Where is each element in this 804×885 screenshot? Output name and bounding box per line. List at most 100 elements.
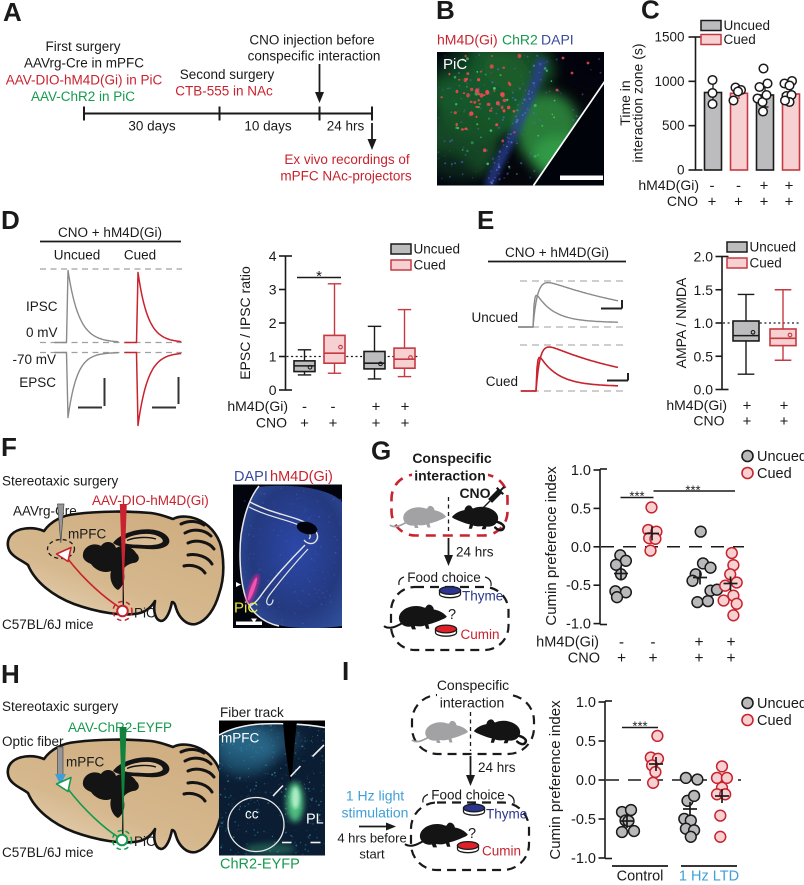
svg-text:interaction zone (s): interaction zone (s) [630, 43, 646, 162]
svg-text:Cued: Cued [124, 248, 156, 263]
svg-text:+: + [694, 650, 703, 667]
svg-text:1 Hz light: 1 Hz light [346, 788, 404, 804]
svg-text:C57BL/6J mice: C57BL/6J mice [2, 845, 94, 860]
svg-text:hM4D(Gi): hM4D(Gi) [666, 397, 727, 413]
svg-text:hM4D(Gi): hM4D(Gi) [437, 32, 498, 48]
svg-text:DAPI: DAPI [541, 32, 574, 48]
svg-text:0 mV: 0 mV [26, 325, 58, 340]
svg-text:+: + [372, 415, 381, 432]
svg-text:CNO injection before: CNO injection before [249, 33, 374, 48]
svg-text:+: + [708, 194, 717, 211]
svg-text:hM4D(Gi): hM4D(Gi) [536, 635, 599, 651]
svg-text:+: + [726, 634, 735, 651]
svg-text:CNO + hM4D(Gi): CNO + hM4D(Gi) [505, 245, 609, 260]
svg-text:2.0: 2.0 [694, 249, 714, 265]
svg-text:H: H [1, 659, 20, 689]
svg-text:mPFC NAc-projectors: mPFC NAc-projectors [280, 169, 412, 184]
svg-text:B: B [436, 0, 455, 25]
svg-text:Cued: Cued [750, 256, 782, 271]
svg-text:Food choice: Food choice [431, 788, 505, 803]
svg-text:Conspecific: Conspecific [437, 677, 509, 693]
svg-text:Cued: Cued [724, 32, 756, 47]
svg-text:ChR2-EYFP: ChR2-EYFP [220, 857, 300, 873]
svg-text:+: + [734, 194, 743, 211]
svg-text:Cumin: Cumin [461, 627, 500, 642]
svg-text:+: + [780, 413, 789, 430]
svg-text:DAPI: DAPI [234, 469, 268, 485]
svg-text:hM4D(Gi): hM4D(Gi) [270, 469, 333, 485]
svg-text:Thyme: Thyme [462, 589, 503, 604]
svg-text:Uncued: Uncued [757, 449, 804, 465]
svg-text:PL: PL [306, 812, 324, 828]
svg-text:E: E [477, 205, 494, 235]
svg-text:CNO + hM4D(Gi): CNO + hM4D(Gi) [58, 225, 162, 240]
svg-text:Uncued: Uncued [414, 242, 461, 257]
svg-text:Ex vivo recordings of: Ex vivo recordings of [284, 152, 410, 167]
svg-text:1000: 1000 [654, 74, 684, 89]
svg-text:-1.0: -1.0 [566, 617, 591, 633]
svg-text:0.0: 0.0 [571, 540, 591, 556]
svg-text:EPSC: EPSC [19, 375, 56, 390]
svg-text:1.0: 1.0 [571, 463, 591, 479]
svg-text:Fiber track: Fiber track [220, 705, 284, 720]
svg-text:500: 500 [662, 118, 685, 133]
svg-text:+: + [401, 415, 410, 432]
svg-text:+: + [648, 650, 657, 667]
svg-text:0.0: 0.0 [694, 382, 714, 398]
svg-text:30 days: 30 days [128, 119, 176, 134]
svg-text:CNO: CNO [459, 485, 490, 501]
svg-text:CNO: CNO [667, 193, 698, 209]
svg-text:-: - [331, 399, 336, 416]
svg-text:Cued: Cued [414, 258, 446, 273]
svg-text:24 hrs: 24 hrs [478, 760, 516, 775]
svg-text:Stereotaxic surgery: Stereotaxic surgery [2, 474, 119, 489]
svg-text:-1.0: -1.0 [571, 851, 596, 867]
svg-text:First surgery: First surgery [45, 39, 120, 54]
svg-text:Stereotaxic surgery: Stereotaxic surgery [2, 699, 119, 714]
svg-text:Thyme: Thyme [486, 807, 527, 822]
svg-text:+: + [617, 650, 626, 667]
svg-text:+: + [694, 634, 703, 651]
svg-text:Optic fiber: Optic fiber [2, 734, 64, 749]
svg-text:CTB-555 in NAc: CTB-555 in NAc [175, 84, 273, 99]
svg-text:-: - [619, 634, 624, 651]
svg-text:C57BL/6J mice: C57BL/6J mice [2, 617, 94, 632]
svg-text:F: F [1, 432, 17, 462]
svg-text:*: * [316, 268, 322, 285]
svg-text:3: 3 [269, 282, 277, 298]
svg-text:PiC: PiC [234, 600, 258, 617]
svg-text:Uncued: Uncued [54, 248, 101, 263]
svg-text:interaction: interaction [440, 695, 505, 711]
svg-text:1500: 1500 [654, 30, 684, 45]
svg-text:+: + [743, 413, 752, 430]
svg-text:1.0: 1.0 [576, 695, 596, 711]
svg-text:Conspecific: Conspecific [412, 450, 492, 466]
svg-text:+: + [372, 399, 381, 416]
svg-text:mPFC: mPFC [68, 527, 106, 542]
svg-text:+: + [785, 194, 794, 211]
svg-text:mPFC: mPFC [221, 731, 259, 746]
svg-text:+: + [300, 415, 309, 432]
svg-text:2: 2 [269, 315, 277, 331]
svg-text:Uncued: Uncued [757, 696, 804, 712]
svg-text:+: + [743, 398, 752, 415]
svg-text:G: G [371, 436, 391, 466]
svg-text:24 hrs: 24 hrs [327, 119, 365, 134]
svg-text:PiC: PiC [443, 56, 467, 73]
svg-text:CNO: CNO [568, 651, 600, 667]
svg-text:Second surgery: Second surgery [180, 67, 275, 82]
svg-text:AAV-DIO-hM4D(Gi): AAV-DIO-hM4D(Gi) [92, 493, 209, 508]
svg-text:hM4D(Gi): hM4D(Gi) [227, 398, 288, 414]
svg-text:***: *** [685, 483, 700, 498]
svg-text:4 hrs before: 4 hrs before [337, 831, 406, 846]
svg-text:-: - [650, 634, 655, 651]
svg-text:Control: Control [617, 869, 664, 885]
svg-text:PiC: PiC [134, 606, 156, 621]
svg-text:?: ? [468, 826, 476, 842]
svg-text:1.5: 1.5 [694, 282, 714, 298]
svg-text:***: *** [632, 719, 647, 734]
svg-text:+: + [785, 178, 794, 195]
svg-text:***: *** [629, 489, 644, 504]
svg-text:C: C [641, 0, 660, 25]
svg-text:CNO: CNO [256, 415, 287, 431]
